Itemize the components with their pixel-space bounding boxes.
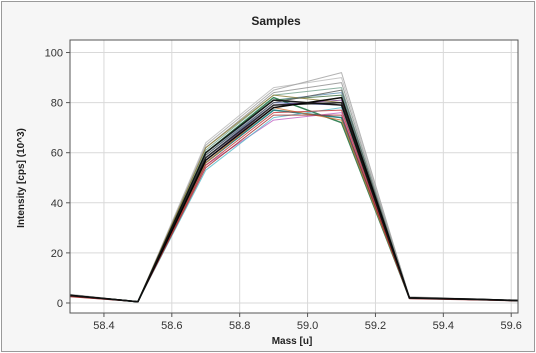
y-tick-label: 60	[51, 148, 63, 160]
x-tick-label: 58.4	[93, 320, 114, 332]
x-tick-label: 59.0	[297, 320, 318, 332]
plot-area	[70, 40, 518, 313]
x-tick-label: 58.8	[229, 320, 250, 332]
y-tick-label: 20	[51, 248, 63, 260]
series-group	[70, 72, 518, 303]
x-tick-label: 58.6	[161, 320, 182, 332]
series-line-20	[70, 99, 518, 303]
x-tick-label: 59.4	[433, 320, 454, 332]
x-axis-ticks: 58.4 58.6 58.8 59.0 59.2 59.4 59.6	[93, 313, 522, 332]
y-tick-label: 80	[51, 98, 63, 110]
x-axis-label: Mass [u]	[272, 336, 313, 347]
y-axis-label: Intensity [cps] (10^3)	[16, 128, 27, 228]
plot-frame	[69, 39, 519, 314]
grid-lines	[70, 40, 518, 313]
y-axis-ticks: 0 20 40 60 80 100	[45, 48, 70, 310]
x-tick-label: 59.2	[365, 320, 386, 332]
y-tick-label: 40	[51, 198, 63, 210]
chart-title: Samples	[251, 14, 301, 28]
y-tick-label: 100	[45, 48, 63, 60]
y-tick-label: 0	[57, 298, 63, 310]
x-tick-label: 59.6	[501, 320, 522, 332]
